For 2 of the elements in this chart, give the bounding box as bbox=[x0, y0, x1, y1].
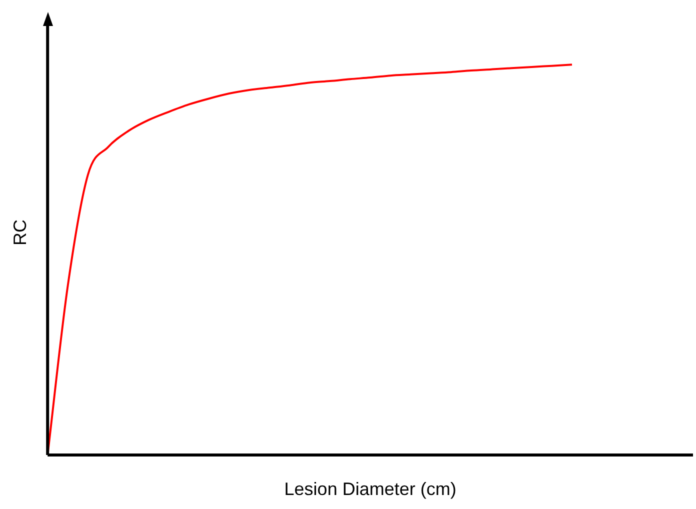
y-axis-title: RC bbox=[10, 220, 30, 246]
x-axis-title: Lesion Diameter (cm) bbox=[284, 479, 456, 500]
